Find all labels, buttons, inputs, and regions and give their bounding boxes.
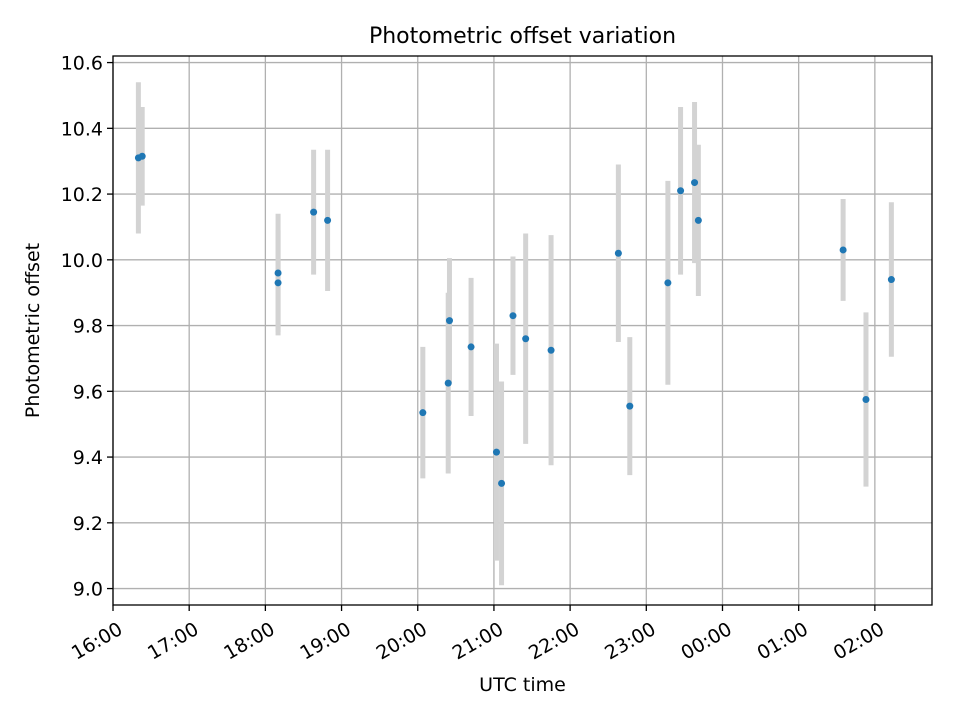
data-point	[664, 279, 672, 287]
data-point	[694, 216, 702, 224]
data-point	[839, 246, 847, 254]
data-point	[274, 269, 282, 277]
data-point	[467, 343, 475, 351]
x-axis-label: UTC time	[479, 674, 566, 696]
y-tick-label: 9.2	[73, 513, 103, 535]
y-tick-label: 10.0	[61, 250, 103, 272]
y-tick-label: 9.6	[73, 381, 103, 403]
y-tick-label: 10.4	[61, 118, 103, 140]
data-point	[887, 276, 895, 284]
data-point	[614, 249, 622, 257]
data-point	[498, 479, 506, 487]
plot-frame	[112, 55, 933, 606]
data-point	[138, 152, 146, 160]
chart-title: Photometric offset variation	[369, 24, 676, 49]
data-point	[492, 448, 500, 456]
data-points	[134, 152, 895, 487]
data-point	[509, 312, 517, 320]
data-point	[419, 409, 427, 417]
y-tick-label: 9.0	[73, 579, 103, 601]
data-point	[310, 208, 318, 216]
data-point	[626, 402, 634, 410]
grid-lines	[112, 56, 932, 605]
y-axis-ticks: 9.0 9.2 9.4 9.6 9.8 10.0 10.2 10.4 10.6	[61, 53, 113, 601]
data-point	[677, 187, 685, 195]
y-tick-label: 10.6	[61, 53, 103, 75]
y-axis-label: Photometric offset	[22, 243, 44, 418]
data-point	[274, 279, 282, 287]
data-point	[522, 335, 530, 343]
data-point	[691, 179, 699, 187]
data-point	[862, 396, 870, 404]
data-point	[444, 379, 452, 387]
data-point	[445, 317, 453, 325]
data-point	[324, 216, 332, 224]
y-tick-label: 9.8	[73, 316, 103, 338]
y-tick-label: 10.2	[61, 184, 103, 206]
data-point	[547, 346, 555, 354]
y-tick-label: 9.4	[73, 447, 103, 469]
